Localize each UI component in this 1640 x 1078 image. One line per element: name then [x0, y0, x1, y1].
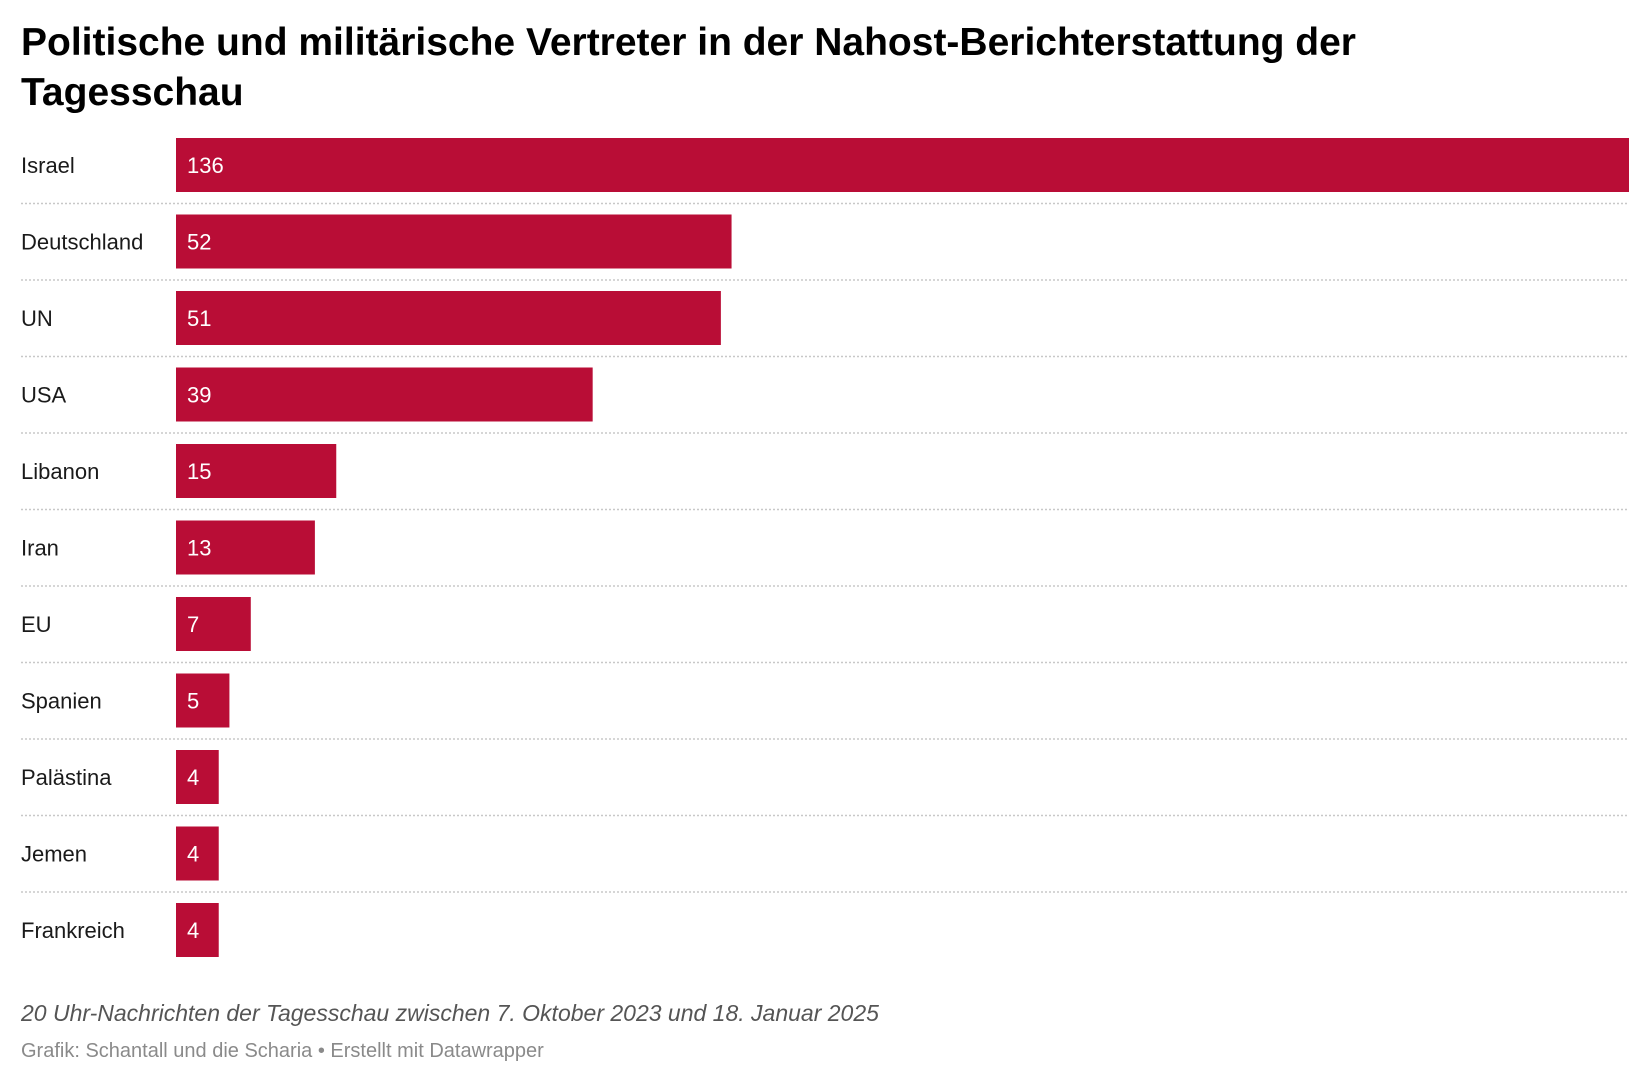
bar — [176, 367, 593, 422]
bar — [176, 520, 315, 575]
bar — [176, 826, 219, 881]
bar — [176, 444, 337, 498]
bar-row: EU 7 — [21, 597, 1629, 664]
category-label: Jemen — [21, 842, 87, 867]
category-label: EU — [21, 612, 52, 637]
bar-row: Palästina 4 — [21, 750, 1629, 817]
bar-value-label: 5 — [187, 689, 199, 714]
bar-value-label: 4 — [187, 765, 199, 790]
bar-value-label: 7 — [187, 612, 199, 637]
bar-row: Frankreich 4 — [21, 903, 219, 957]
bar-value-label: 39 — [187, 383, 211, 408]
bar — [176, 903, 219, 957]
category-label: Spanien — [21, 689, 102, 714]
bar-row: UN 51 — [21, 291, 1629, 358]
bar-row: Iran 13 — [21, 520, 1629, 587]
bar-row: USA 39 — [21, 367, 1629, 434]
category-label: UN — [21, 306, 53, 331]
bar — [176, 138, 1629, 192]
category-label: Frankreich — [21, 918, 125, 943]
footer-credit: Grafik: Schantall und die Scharia — [21, 1040, 313, 1062]
bar-value-label: 15 — [187, 459, 211, 484]
category-label: Iran — [21, 536, 59, 561]
category-label: Palästina — [21, 765, 112, 790]
bar-row: Libanon 15 — [21, 444, 1629, 511]
bar — [176, 673, 230, 728]
bar-row: Jemen 4 — [21, 826, 1629, 893]
category-label: Deutschland — [21, 230, 143, 255]
chart-title: Politische und militärische Vertreter in… — [21, 21, 1356, 114]
bar-row: Deutschland 52 — [21, 214, 1629, 281]
bar-chart: Israel 136 Deutschland 52 UN 51 USA 39 Libanon 15… — [21, 138, 1629, 957]
bar — [176, 750, 219, 804]
bar-value-label: 136 — [187, 153, 224, 178]
bar-value-label: 13 — [187, 536, 211, 561]
category-label: Israel — [21, 153, 75, 178]
category-label: Libanon — [21, 459, 99, 484]
bar — [176, 291, 721, 345]
bar-value-label: 51 — [187, 306, 211, 331]
bar-row: Spanien 5 — [21, 673, 1629, 740]
bar-value-label: 4 — [187, 918, 199, 943]
footer-separator: • — [317, 1040, 325, 1062]
chart-description: 20 Uhr-Nachrichten der Tagesschau zwisch… — [21, 1000, 879, 1026]
bar — [176, 597, 251, 651]
bar-row: Israel 136 — [21, 138, 1629, 205]
footer-tool: Erstellt mit Datawrapper — [330, 1040, 544, 1062]
bar — [176, 214, 732, 269]
chart-footer: Grafik: Schantall und die Scharia • Erst… — [21, 1040, 544, 1063]
bar-value-label: 4 — [187, 842, 199, 867]
bar-value-label: 52 — [187, 230, 211, 255]
category-label: USA — [21, 383, 67, 408]
